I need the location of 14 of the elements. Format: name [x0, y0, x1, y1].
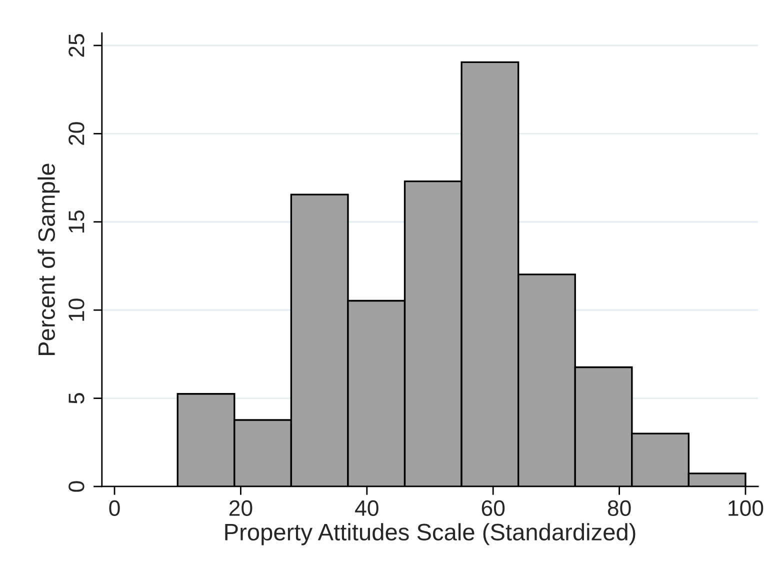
y-axis-title: Percent of Sample [38, 164, 60, 355]
x-tick-label: 40 [355, 500, 378, 516]
x-tick-label: 80 [608, 500, 631, 516]
x-tick-label: 20 [229, 500, 252, 516]
y-tick-label: 15 [68, 210, 84, 233]
y-tick-label: 25 [68, 34, 84, 57]
y-tick-label: 10 [68, 298, 84, 321]
y-tick-label: 5 [68, 393, 84, 404]
x-tick-label: 100 [728, 500, 764, 516]
x-tick-label: 0 [109, 500, 120, 516]
y-tick-label: 0 [68, 481, 84, 492]
y-tick-label: 20 [68, 122, 84, 145]
x-tick-label: 60 [482, 500, 505, 516]
x-axis-title: Property Attitudes Scale (Standardized) [225, 523, 636, 546]
